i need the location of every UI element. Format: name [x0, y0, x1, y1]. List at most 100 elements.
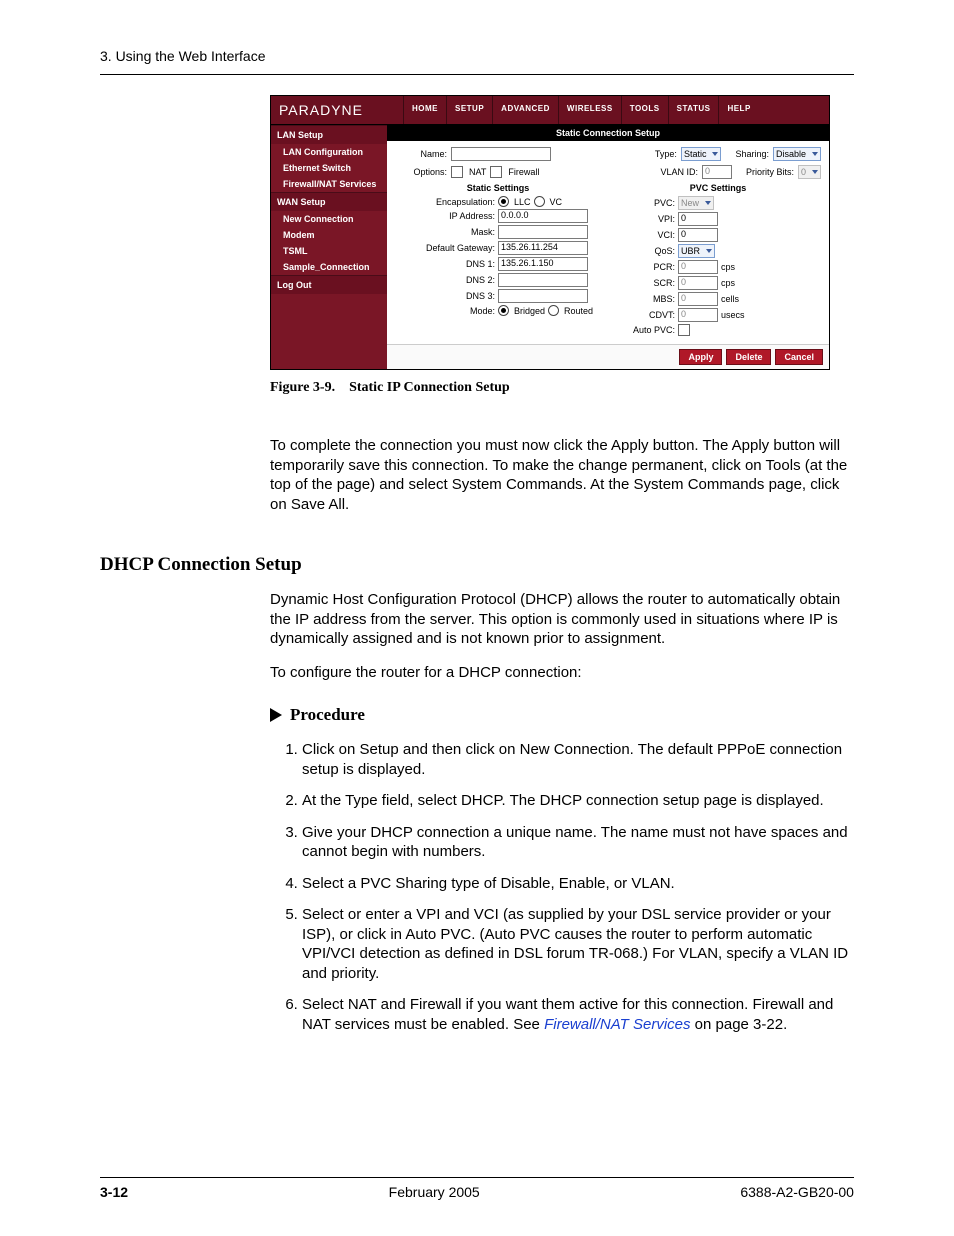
encap-llc-label: LLC [514, 197, 531, 207]
tab-tools[interactable]: TOOLS [621, 96, 668, 124]
mask-label: Mask: [395, 227, 495, 237]
pcr-unit: cps [721, 262, 735, 272]
vpi-input[interactable]: 0 [678, 212, 718, 226]
firewall-nat-link[interactable]: Firewall/NAT Services [544, 1016, 690, 1033]
static-settings-col: Static Settings Encapsulation: LLC VC IP… [395, 183, 601, 338]
procedure-label: Procedure [290, 704, 365, 726]
form-area: Name: Type: Static Sharing: Disable Opti… [387, 141, 829, 344]
pvc-select[interactable]: New [678, 196, 714, 210]
qos-label: QoS: [615, 246, 675, 256]
para-dhcp1: Dynamic Host Configuration Protocol (DHC… [270, 590, 854, 649]
qos-select[interactable]: UBR [678, 244, 715, 258]
footer-doc: 6388-A2-GB20-00 [740, 1184, 854, 1200]
vci-input[interactable]: 0 [678, 228, 718, 242]
step-1: Click on Setup and then click on New Con… [302, 740, 854, 779]
sharing-select[interactable]: Disable [773, 147, 821, 161]
screenshot-figure: PARADYNE HOME SETUP ADVANCED WIRELESS TO… [270, 95, 830, 396]
cancel-button[interactable]: Cancel [775, 349, 823, 365]
side-item-sample[interactable]: Sample_Connection [271, 259, 387, 275]
figure-caption: Figure 3-9. Static IP Connection Setup [270, 380, 830, 396]
side-group-lan: LAN Setup [271, 125, 387, 144]
side-group-logout[interactable]: Log Out [271, 275, 387, 294]
shot-header: PARADYNE HOME SETUP ADVANCED WIRELESS TO… [271, 96, 829, 125]
static-title: Static Settings [395, 183, 601, 193]
encap-vc-radio[interactable] [534, 196, 545, 207]
panel-title: Static Connection Setup [387, 125, 829, 141]
mode-bridged-radio[interactable] [498, 305, 509, 316]
name-label: Name: [395, 149, 447, 159]
row-options: Options: NAT Firewall VLAN ID: 0 Priorit… [395, 165, 821, 179]
vlan-label: VLAN ID: [660, 167, 698, 177]
gw-label: Default Gateway: [395, 243, 495, 253]
name-input[interactable] [451, 147, 551, 161]
pcr-label: PCR: [615, 262, 675, 272]
dns1-input[interactable]: 135.26.1.150 [498, 257, 588, 271]
type-select[interactable]: Static [681, 147, 722, 161]
step-6: Select NAT and Firewall if you want them… [302, 995, 854, 1034]
settings-columns: Static Settings Encapsulation: LLC VC IP… [395, 183, 821, 338]
ip-input[interactable]: 0.0.0.0 [498, 209, 588, 223]
side-item-newconn[interactable]: New Connection [271, 211, 387, 227]
side-item-fwnat[interactable]: Firewall/NAT Services [271, 176, 387, 192]
mask-input[interactable] [498, 225, 588, 239]
mode-routed-radio[interactable] [548, 305, 559, 316]
encap-llc-radio[interactable] [498, 196, 509, 207]
step-2: At the Type field, select DHCP. The DHCP… [302, 791, 854, 811]
firewall-checkbox[interactable] [490, 166, 502, 178]
ip-label: IP Address: [395, 211, 495, 221]
shot-body: LAN Setup LAN Configuration Ethernet Swi… [271, 125, 829, 369]
router-ui-screenshot: PARADYNE HOME SETUP ADVANCED WIRELESS TO… [270, 95, 830, 370]
top-tabs: HOME SETUP ADVANCED WIRELESS TOOLS STATU… [403, 96, 829, 124]
header-rule [100, 74, 854, 75]
tab-wireless[interactable]: WIRELESS [558, 96, 621, 124]
pvc-label: PVC: [615, 198, 675, 208]
side-item-modem[interactable]: Modem [271, 227, 387, 243]
mode-routed-label: Routed [564, 306, 593, 316]
step-3: Give your DHCP connection a unique name.… [302, 823, 854, 862]
side-item-lanconf[interactable]: LAN Configuration [271, 144, 387, 160]
apply-button[interactable]: Apply [679, 349, 722, 365]
pcr-input[interactable]: 0 [678, 260, 718, 274]
brand-logo: PARADYNE [271, 96, 403, 124]
nat-checkbox[interactable] [451, 166, 463, 178]
scr-unit: cps [721, 278, 735, 288]
options-label: Options: [395, 167, 447, 177]
firewall-label: Firewall [508, 167, 539, 177]
side-item-tsml[interactable]: TSML [271, 243, 387, 259]
page-footer: 3-12 February 2005 6388-A2-GB20-00 [100, 1177, 854, 1200]
tab-setup[interactable]: SETUP [446, 96, 492, 124]
dns3-label: DNS 3: [395, 291, 495, 301]
cdvt-input[interactable]: 0 [678, 308, 718, 322]
cdvt-label: CDVT: [615, 310, 675, 320]
para-apply: To complete the connection you must now … [270, 436, 854, 514]
pbits-select[interactable]: 0 [798, 165, 821, 179]
delete-button[interactable]: Delete [726, 349, 771, 365]
para-dhcp2: To configure the router for a DHCP conne… [270, 663, 854, 683]
mbs-input[interactable]: 0 [678, 292, 718, 306]
dns3-input[interactable] [498, 289, 588, 303]
pbits-label: Priority Bits: [746, 167, 794, 177]
mbs-label: MBS: [615, 294, 675, 304]
sharing-label: Sharing: [735, 149, 769, 159]
side-item-ethswitch[interactable]: Ethernet Switch [271, 160, 387, 176]
page-number: 3-12 [100, 1184, 128, 1200]
gw-input[interactable]: 135.26.11.254 [498, 241, 588, 255]
running-head: 3. Using the Web Interface [100, 48, 854, 64]
tab-home[interactable]: HOME [403, 96, 446, 124]
scr-input[interactable]: 0 [678, 276, 718, 290]
tab-advanced[interactable]: ADVANCED [492, 96, 558, 124]
dns2-input[interactable] [498, 273, 588, 287]
footer-date: February 2005 [389, 1184, 480, 1200]
button-bar: Apply Delete Cancel [387, 344, 829, 369]
autopvc-checkbox[interactable] [678, 324, 690, 336]
procedure-heading: Procedure [270, 704, 854, 726]
mode-bridged-label: Bridged [514, 306, 545, 316]
tab-status[interactable]: STATUS [668, 96, 719, 124]
type-label: Type: [617, 149, 677, 159]
vci-label: VCI: [615, 230, 675, 240]
tab-help[interactable]: HELP [718, 96, 758, 124]
side-group-wan: WAN Setup [271, 192, 387, 211]
vlan-input[interactable]: 0 [702, 165, 732, 179]
autopvc-label: Auto PVC: [615, 325, 675, 335]
scr-label: SCR: [615, 278, 675, 288]
